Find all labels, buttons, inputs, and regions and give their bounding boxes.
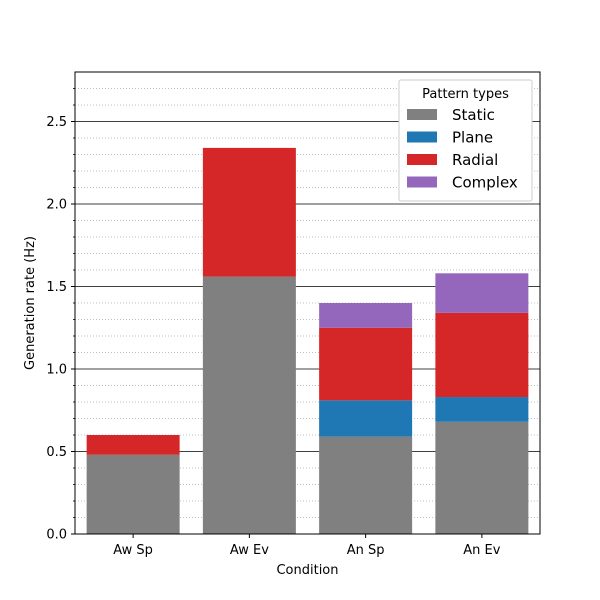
y-tick-label: 1.0: [46, 363, 67, 378]
bar-radial: [435, 312, 529, 398]
x-tick-label: Aw Sp: [113, 543, 153, 558]
legend-label-complex: Complex: [452, 174, 518, 192]
legend-label-radial: Radial: [452, 151, 498, 169]
y-tick-label: 2.5: [46, 115, 67, 130]
legend-swatch-radial: [407, 154, 437, 165]
y-axis-label: Generation rate (Hz): [23, 236, 38, 370]
x-axis-label: Condition: [276, 563, 338, 578]
bar-plane: [435, 397, 529, 422]
bar-radial: [202, 147, 296, 277]
legend-swatch-complex: [407, 176, 437, 188]
bar-static: [86, 454, 180, 534]
axes: 0.0 0.5 1.0 1.5 2.0 2.5 Aw Sp Aw Ev An Sp An Ev: [46, 71, 541, 558]
y-tick-label: 1.5: [46, 280, 67, 295]
x-tick-label: Aw Ev: [230, 543, 269, 558]
bar-static: [202, 276, 296, 534]
y-tick-label: 0.5: [46, 445, 67, 460]
legend-label-plane: Plane: [452, 129, 493, 147]
bar-plane: [319, 400, 413, 437]
legend-swatch-static: [407, 109, 437, 120]
bar-radial: [319, 327, 413, 401]
x-tick-label: An Ev: [463, 543, 500, 558]
bar-radial: [86, 435, 180, 455]
legend-title: Pattern types: [422, 87, 509, 102]
y-tick-label: 0.0: [46, 528, 67, 543]
bars: [86, 147, 529, 534]
legend-label-static: Static: [452, 106, 495, 124]
legend-swatch-plane: [407, 131, 437, 143]
x-tick-label: An Sp: [347, 543, 385, 558]
legend: Pattern types Static Plane Radial Complex: [398, 79, 533, 202]
bar-complex: [435, 273, 529, 313]
bar-static: [319, 436, 413, 534]
y-tick-label: 2.0: [46, 198, 67, 213]
bar-static: [435, 421, 529, 534]
bar-complex: [319, 303, 413, 328]
